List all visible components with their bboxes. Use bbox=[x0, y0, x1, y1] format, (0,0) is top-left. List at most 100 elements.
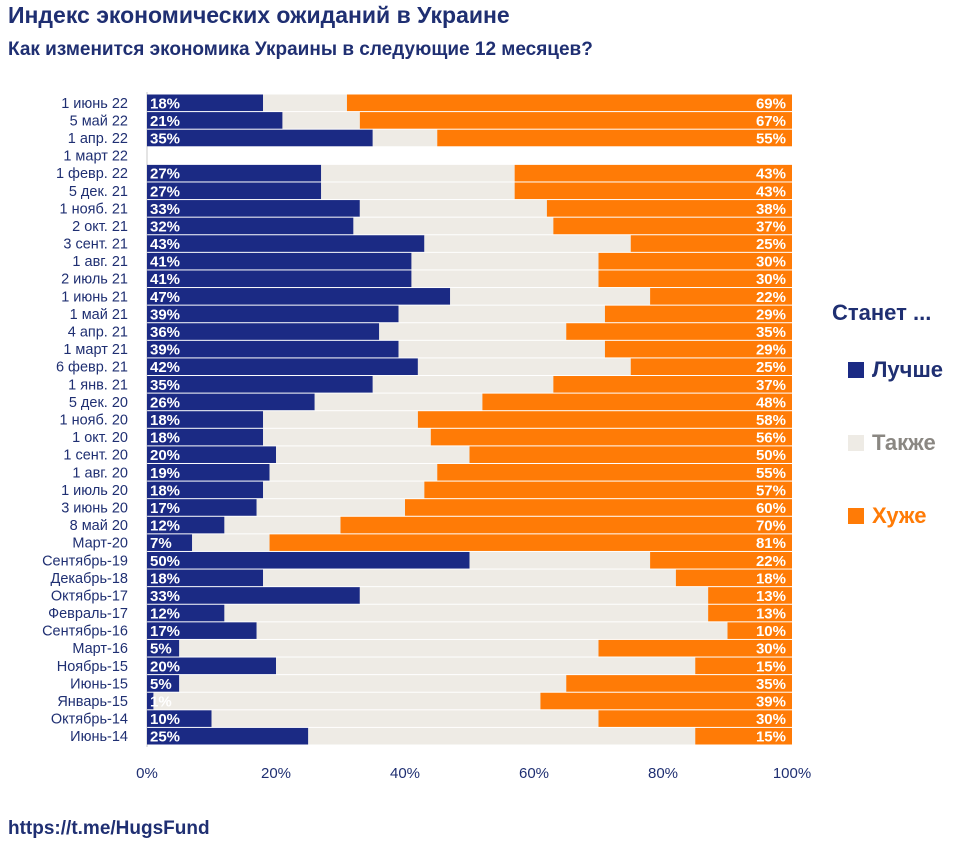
data-label-worse: 43% bbox=[756, 183, 786, 200]
data-label-better: 27% bbox=[150, 183, 180, 200]
bar-segment-worse bbox=[598, 710, 792, 727]
bar-segment-worse bbox=[514, 182, 792, 200]
bar-segment-better bbox=[147, 270, 412, 288]
data-label-worse: 30% bbox=[756, 271, 786, 288]
data-label-better: 39% bbox=[150, 342, 180, 359]
category-label: 1 нояб. 20 bbox=[59, 413, 128, 429]
data-label-better: 17% bbox=[150, 623, 180, 640]
bar-segment-worse bbox=[630, 358, 792, 376]
data-label-better: 39% bbox=[150, 306, 180, 323]
data-label-worse: 67% bbox=[756, 113, 786, 130]
data-label-worse: 58% bbox=[756, 412, 786, 429]
bar-segment-worse bbox=[269, 534, 792, 551]
data-label-better: 20% bbox=[150, 447, 180, 464]
bar-segment-better bbox=[147, 692, 154, 710]
category-label: Декабрь-18 bbox=[51, 571, 129, 587]
data-label-worse: 37% bbox=[756, 218, 786, 235]
bar-segment-same bbox=[179, 675, 567, 692]
bar-segment-better bbox=[147, 358, 418, 376]
data-label-worse: 55% bbox=[756, 465, 786, 482]
data-label-better: 33% bbox=[150, 201, 180, 218]
bar-segment-worse bbox=[553, 376, 792, 393]
bar-segment-better bbox=[147, 305, 399, 323]
bar-segment-better bbox=[147, 622, 257, 639]
data-label-worse: 60% bbox=[756, 500, 786, 517]
data-label-better: 50% bbox=[150, 553, 180, 570]
data-label-worse: 22% bbox=[756, 289, 786, 306]
data-label-worse: 50% bbox=[756, 447, 786, 464]
category-label: Январь-15 bbox=[57, 694, 128, 710]
bar-segment-worse bbox=[437, 129, 792, 147]
bar-segment-worse bbox=[695, 727, 792, 745]
legend-label-same: Также bbox=[872, 430, 936, 455]
data-label-worse: 25% bbox=[756, 236, 786, 253]
category-label: Сентябрь-19 bbox=[42, 553, 128, 569]
data-label-better: 18% bbox=[150, 482, 180, 499]
category-label: 6 февр. 21 bbox=[56, 360, 128, 376]
bar-segment-same bbox=[256, 499, 405, 516]
category-label: 1 апр. 22 bbox=[68, 131, 128, 147]
legend-title: Станет ... bbox=[832, 300, 932, 325]
data-label-worse: 38% bbox=[756, 201, 786, 218]
stacked-bar-chart: 1 июнь 22 18% 69% 5 май 22 21% 67% 1 апр. 22 35… bbox=[42, 92, 811, 782]
bar-segment-same bbox=[192, 534, 270, 551]
bar-segment-same bbox=[379, 323, 567, 340]
bar-segment-same bbox=[450, 288, 651, 305]
bar-segment-same bbox=[411, 252, 599, 270]
data-label-worse: 30% bbox=[756, 254, 786, 271]
bar-segment-worse bbox=[727, 622, 792, 639]
bar-segment-same bbox=[263, 481, 425, 499]
bar-segment-same bbox=[411, 270, 599, 288]
chart-title: Индекс экономических ожиданий в Украине bbox=[8, 2, 510, 28]
x-tick-label: 40% bbox=[390, 765, 420, 782]
bar-segment-worse bbox=[708, 587, 792, 604]
category-label: 1 нояб. 21 bbox=[59, 201, 128, 217]
category-label: 4 апр. 21 bbox=[68, 325, 128, 341]
category-label: Сентябрь-16 bbox=[42, 624, 128, 640]
data-label-better: 1% bbox=[150, 694, 172, 711]
bar-segment-worse bbox=[359, 112, 792, 129]
data-label-better: 19% bbox=[150, 465, 180, 482]
footer-link[interactable]: https://t.me/HugsFund bbox=[8, 818, 210, 839]
data-label-better: 10% bbox=[150, 711, 180, 728]
bar-segment-better bbox=[147, 94, 264, 112]
category-label: Март-20 bbox=[72, 536, 128, 552]
legend-item-better: Лучше bbox=[848, 357, 943, 383]
data-label-better: 27% bbox=[150, 166, 180, 183]
data-label-better: 41% bbox=[150, 254, 180, 271]
bar-segment-same bbox=[359, 587, 709, 604]
bar-segment-better bbox=[147, 710, 212, 727]
bar-segment-worse bbox=[469, 446, 792, 463]
bar-segment-worse bbox=[598, 252, 792, 270]
bar-segment-better bbox=[147, 235, 425, 252]
bar-segment-worse bbox=[604, 305, 792, 323]
bar-segment-worse bbox=[346, 94, 792, 112]
category-label: 1 авг. 21 bbox=[72, 254, 128, 270]
category-label: Март-16 bbox=[72, 641, 128, 657]
data-label-worse: 69% bbox=[756, 95, 786, 112]
bar-segment-better bbox=[147, 463, 270, 481]
data-label-better: 26% bbox=[150, 394, 180, 411]
bar-segment-worse bbox=[546, 200, 792, 217]
category-label: 1 май 21 bbox=[70, 307, 128, 323]
bar-segment-worse bbox=[566, 675, 792, 692]
category-label: 1 февр. 22 bbox=[56, 166, 128, 182]
data-label-worse: 29% bbox=[756, 342, 786, 359]
data-label-better: 12% bbox=[150, 518, 180, 535]
data-label-worse: 81% bbox=[756, 535, 786, 552]
data-label-worse: 25% bbox=[756, 359, 786, 376]
data-label-better: 18% bbox=[150, 570, 180, 587]
bar-segment-same bbox=[263, 411, 418, 428]
legend-swatch-worse bbox=[848, 508, 864, 524]
bar-segment-better bbox=[147, 411, 264, 428]
x-tick-label: 80% bbox=[648, 765, 678, 782]
bar-segment-worse bbox=[417, 411, 792, 428]
data-label-better: 18% bbox=[150, 430, 180, 447]
legend-swatch-same bbox=[848, 435, 864, 451]
category-label: 5 май 22 bbox=[70, 113, 128, 129]
bar-segment-same bbox=[211, 710, 599, 727]
bar-segment-worse bbox=[437, 463, 792, 481]
data-label-worse: 15% bbox=[756, 729, 786, 746]
bar-segment-better bbox=[147, 182, 322, 200]
category-label: 5 дек. 21 bbox=[69, 184, 128, 200]
